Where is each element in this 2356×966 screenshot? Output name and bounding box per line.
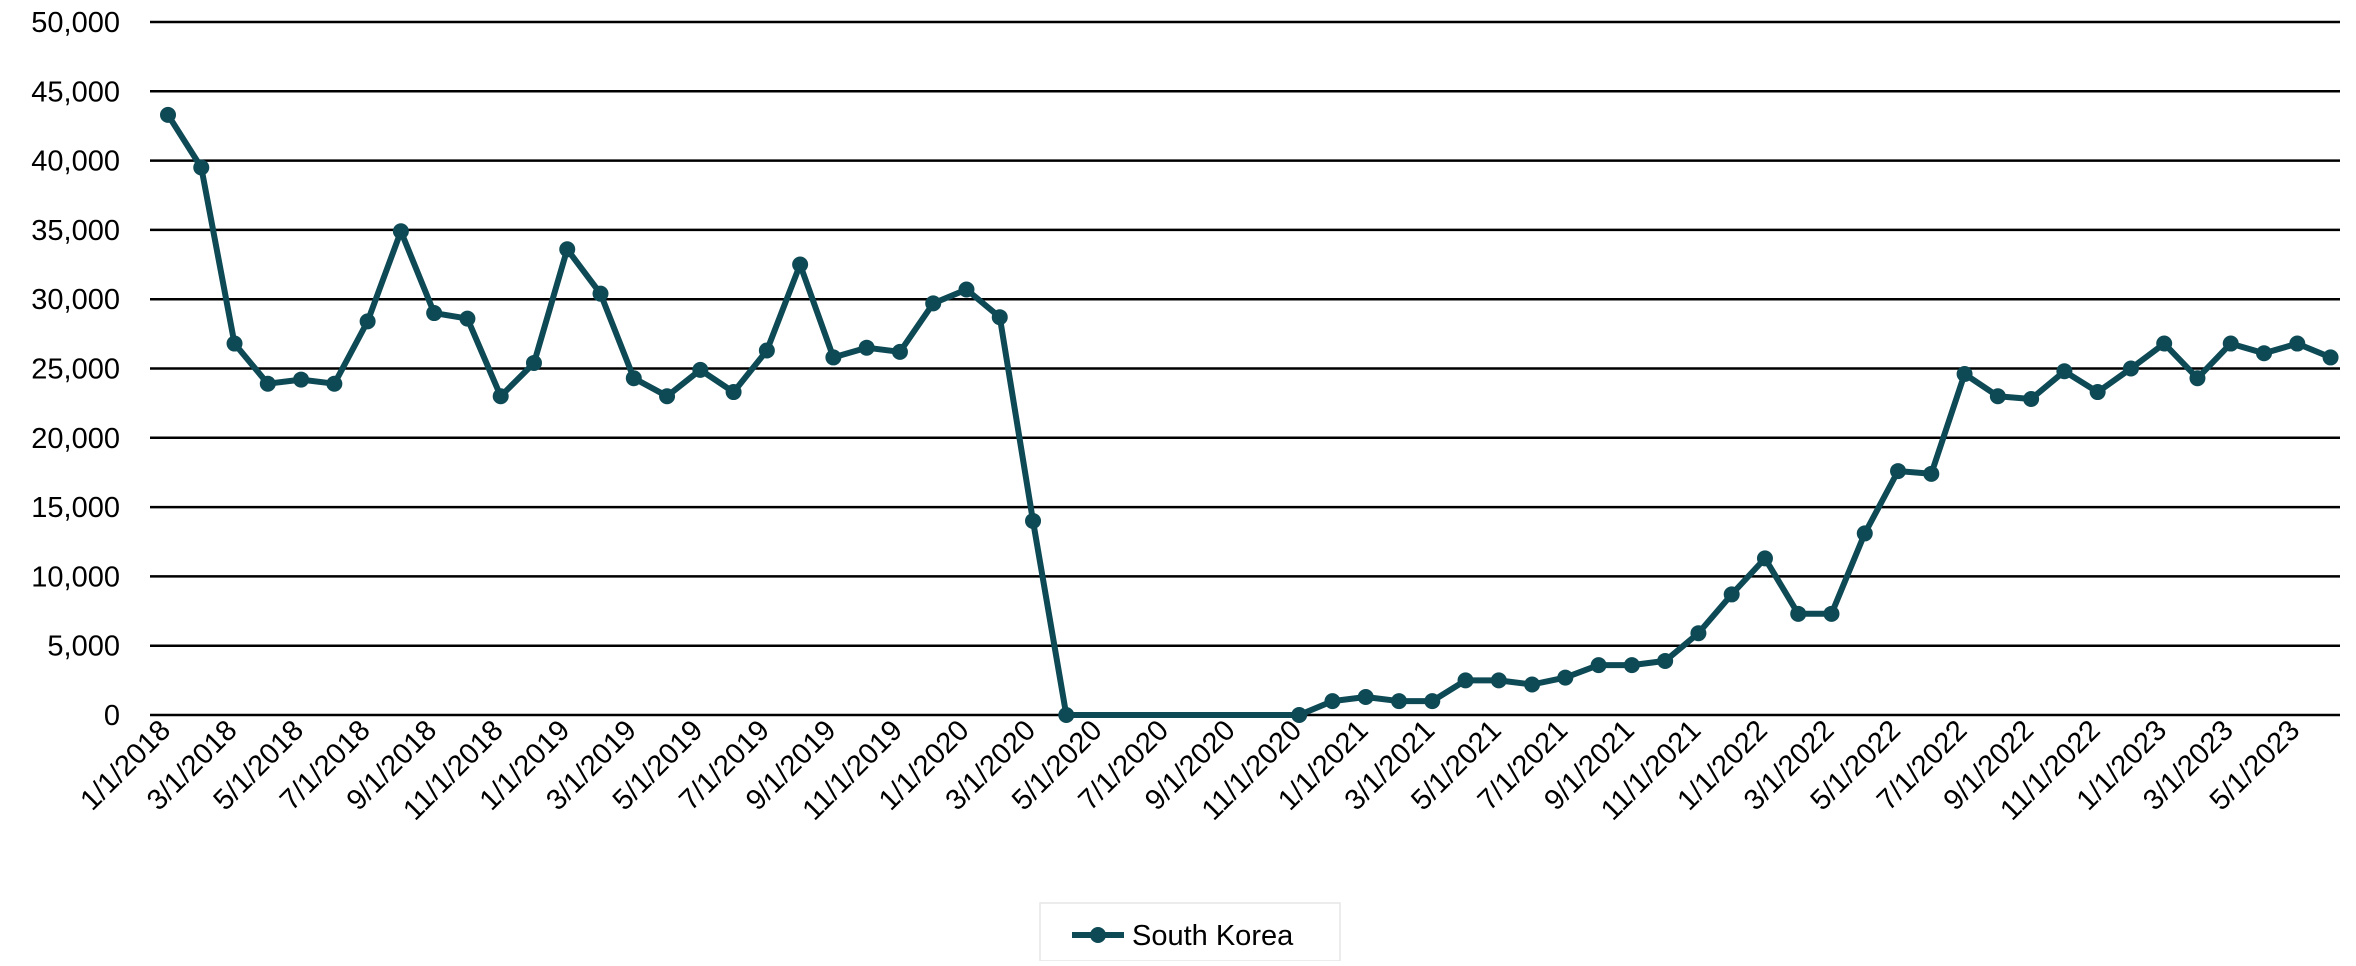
data-point <box>193 159 210 176</box>
data-point <box>492 388 509 405</box>
data-point <box>1657 652 1674 669</box>
series-plot <box>160 106 2339 723</box>
data-point <box>1490 672 1507 689</box>
data-point <box>259 375 276 392</box>
data-point <box>991 309 1008 326</box>
data-point <box>625 370 642 387</box>
y-tick-label: 10,000 <box>31 561 120 593</box>
data-point <box>1756 550 1773 567</box>
data-point <box>758 342 775 359</box>
data-point <box>160 106 176 123</box>
data-point <box>891 343 908 360</box>
data-point <box>1524 676 1541 693</box>
data-point <box>1324 693 1341 710</box>
data-point <box>1590 657 1607 674</box>
data-point <box>2089 384 2106 401</box>
data-point <box>226 335 243 352</box>
data-point <box>2156 335 2173 352</box>
data-point <box>326 375 343 392</box>
series-line <box>165 113 2332 718</box>
data-point <box>1623 657 1640 674</box>
legend-marker-swatch <box>1090 927 1106 943</box>
data-point <box>1025 512 1042 529</box>
y-tick-label: 20,000 <box>31 423 120 455</box>
data-point <box>2289 335 2306 352</box>
data-point <box>659 388 676 405</box>
data-point <box>426 305 443 322</box>
y-tick-label: 15,000 <box>31 492 120 524</box>
data-point <box>1923 465 1940 482</box>
data-point <box>1690 625 1707 642</box>
gridlines <box>150 20 2340 717</box>
data-point <box>692 361 709 378</box>
data-point <box>958 281 975 298</box>
data-point <box>825 349 842 366</box>
data-point <box>2023 390 2040 407</box>
data-point <box>1424 693 1441 710</box>
data-point <box>1357 688 1374 705</box>
data-point <box>2256 345 2273 362</box>
data-point <box>459 310 476 327</box>
data-point <box>1557 669 1574 686</box>
data-point <box>1890 463 1907 480</box>
data-point <box>359 313 376 330</box>
data-point <box>559 241 576 258</box>
data-point <box>925 295 942 312</box>
data-point <box>525 354 542 371</box>
y-tick-label: 35,000 <box>31 215 120 247</box>
y-tick-label: 50,000 <box>31 7 120 39</box>
y-tick-label: 30,000 <box>31 284 120 316</box>
data-point <box>592 285 609 302</box>
y-tick-label: 25,000 <box>31 354 120 386</box>
y-tick-label: 45,000 <box>31 76 120 108</box>
y-tick-label: 5,000 <box>47 631 120 663</box>
y-tick-label: 40,000 <box>31 146 120 178</box>
data-point <box>1790 605 1807 622</box>
data-point <box>2322 349 2339 366</box>
data-point <box>1390 693 1407 710</box>
data-point <box>1058 707 1075 723</box>
data-point <box>858 339 875 356</box>
data-point <box>1956 366 1973 383</box>
data-point <box>1457 672 1474 689</box>
data-point <box>2189 370 2206 387</box>
data-point <box>392 223 409 240</box>
y-axis-tick-labels: 0 5,000 10,000 15,000 20,000 25,000 30,000 35,0… <box>31 7 120 732</box>
data-point <box>2056 363 2073 380</box>
data-point <box>1989 388 2006 405</box>
y-tick-label: 0 <box>104 700 120 732</box>
x-axis-tick-labels: 1/1/20183/1/20185/1/20187/1/20189/1/2018… <box>74 714 2306 826</box>
data-point <box>2122 360 2139 377</box>
data-point <box>725 384 742 401</box>
data-point <box>2222 335 2239 352</box>
data-point <box>1823 605 1840 622</box>
legend: South Korea <box>1039 902 1341 962</box>
data-point <box>1856 525 1873 542</box>
legend-label: South Korea <box>1132 920 1294 952</box>
data-point <box>1291 707 1308 723</box>
data-point <box>1723 586 1740 603</box>
data-point <box>293 371 310 388</box>
data-point <box>792 256 809 273</box>
